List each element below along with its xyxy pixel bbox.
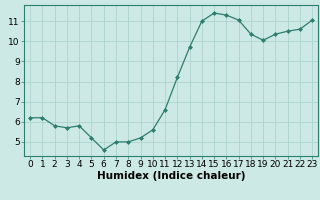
X-axis label: Humidex (Indice chaleur): Humidex (Indice chaleur) xyxy=(97,171,245,181)
